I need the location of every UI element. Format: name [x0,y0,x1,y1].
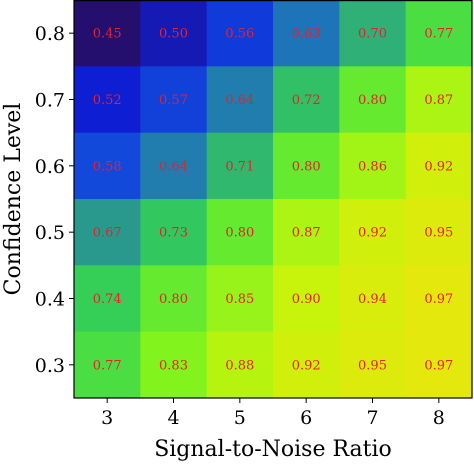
cell-value-label: 0.71 [225,159,254,174]
heatmap-cell [405,331,473,399]
cell-value-label: 0.80 [358,93,387,108]
cell-value-label: 0.87 [424,93,453,108]
cell-value-label: 0.97 [424,358,453,373]
cell-value-label: 0.97 [424,292,453,307]
y-tick-label: 0.8 [35,23,65,45]
cell-value-label: 0.85 [225,292,254,307]
cell-value-label: 0.92 [292,358,321,373]
cell-value-label: 0.57 [159,93,188,108]
heatmap-cell [206,265,274,333]
y-tick-label: 0.6 [35,156,65,178]
cell-value-label: 0.95 [358,358,387,373]
cell-value-label: 0.77 [424,27,453,42]
cell-value-label: 0.63 [292,27,321,42]
x-tick-label: 5 [234,407,246,429]
y-tick-label: 0.5 [35,222,65,244]
heatmap-cell [339,331,407,399]
x-tick-label: 4 [167,407,179,429]
x-tick-label: 6 [300,407,312,429]
x-tick-label: 8 [433,407,445,429]
heatmap-cell [405,0,473,67]
cell-value-label: 0.86 [358,159,387,174]
heatmap-cell [140,265,208,333]
cell-value-label: 0.95 [424,226,453,241]
cell-value-label: 0.64 [159,159,188,174]
cell-value-label: 0.80 [225,226,254,241]
y-axis-ticks: 0.8 0.7 0.6 0.5 0.4 0.3 [35,23,74,377]
cell-value-label: 0.58 [93,159,122,174]
cell-value-label: 0.94 [358,292,387,307]
cell-value-label: 0.70 [358,27,387,42]
heatmap-cell [206,0,274,67]
heatmap-cell [74,331,141,399]
heatmap-cell [339,0,407,67]
plot-frame [73,0,473,399]
y-axis-label: Confidence Level [1,103,26,296]
cell-value-label: 0.64 [225,93,254,108]
heatmap-cell [405,199,473,266]
cell-value-label: 0.77 [93,358,122,373]
cell-value-label: 0.92 [358,226,387,241]
heatmap-cell [273,199,340,266]
cell-value-label: 0.74 [93,292,122,307]
heatmap-cell [339,265,407,333]
heatmap-cell [74,0,141,67]
heatmap-cell [273,331,340,399]
cell-value-label: 0.88 [225,358,254,373]
heatmap-cell [140,66,208,134]
cell-value-label: 0.80 [159,292,188,307]
heatmap-cell [405,66,473,134]
heatmap-cell [140,199,208,266]
cell-value-label: 0.52 [93,93,122,108]
heatmap-cell [405,265,473,333]
y-tick-label: 0.3 [35,355,65,377]
heatmap-cell [206,331,274,399]
cell-value-label: 0.56 [225,27,254,42]
x-tick-label: 7 [366,407,378,429]
cell-value-label: 0.73 [159,226,188,241]
heatmap-cell [206,132,274,200]
heatmap-cell [273,66,340,134]
heatmap-cell [206,66,274,134]
heatmap-cell [339,132,407,200]
cell-value-label: 0.80 [292,159,321,174]
cell-value-label: 0.50 [159,27,188,42]
cell-value-label: 0.72 [292,93,321,108]
heatmap-cell [74,199,141,266]
heatmap-cell [405,132,473,200]
cell-value-label: 0.83 [159,358,188,373]
heatmap-cell [339,66,407,134]
heatmap-cells: 0.45 0.50 0.56 0.63 0.70 0.77 0.52 0.57 0.64 0.72… [74,0,473,399]
x-tick-label: 3 [101,407,113,429]
cell-value-label: 0.92 [424,159,453,174]
x-axis-ticks: 3 4 5 6 7 8 [101,398,445,429]
heatmap-cell [140,0,208,67]
y-tick-label: 0.4 [35,289,65,311]
heatmap-cell [273,265,340,333]
heatmap-cell [74,66,141,134]
cell-value-label: 0.45 [93,27,122,42]
heatmap-cell [74,265,141,333]
heatmap-cell [206,199,274,266]
heatmap-cell [339,199,407,266]
heatmap-cell [140,331,208,399]
x-axis-label: Signal-to-Noise Ratio [154,437,392,462]
heatmap-cell [140,132,208,200]
heatmap-cell [273,132,340,200]
cell-value-label: 0.67 [93,226,122,241]
heatmap-cell [273,0,340,67]
y-tick-label: 0.7 [35,90,65,112]
cell-value-label: 0.90 [292,292,321,307]
cell-value-label: 0.87 [292,226,321,241]
heatmap-cell [74,132,141,200]
